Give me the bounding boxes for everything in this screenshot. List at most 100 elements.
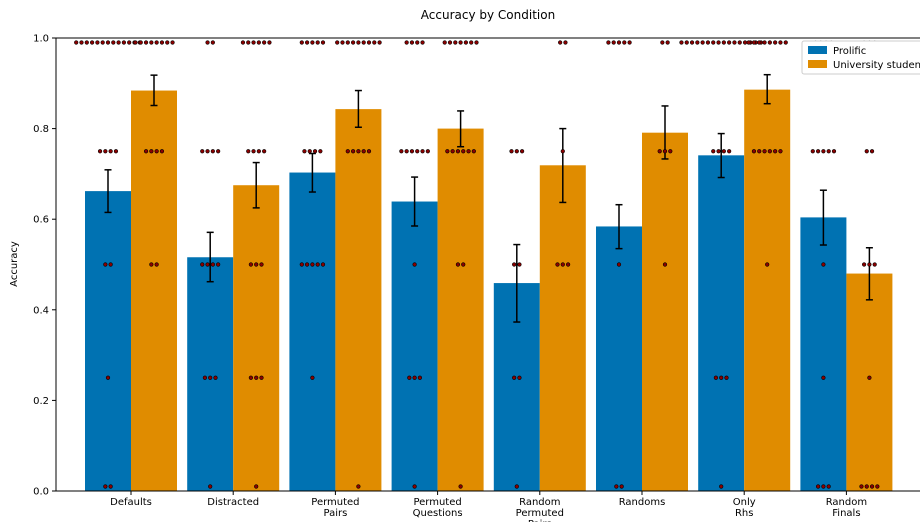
data-point-prolific-5 — [616, 40, 622, 45]
data-point-prolific-6 — [724, 375, 729, 380]
y-tick-label-2: 0.4 — [33, 305, 49, 316]
data-point-university-students-6 — [767, 149, 772, 154]
y-tick-label-0: 0.0 — [33, 487, 49, 498]
bar-university-students-1 — [233, 185, 280, 491]
data-point-university-students-7 — [867, 375, 872, 380]
data-point-prolific-0 — [74, 40, 79, 45]
data-point-prolific-2 — [320, 262, 326, 267]
data-point-university-students-1 — [259, 262, 264, 267]
data-point-prolific-6 — [711, 149, 716, 154]
x-tick-label-1: Distracted — [207, 497, 259, 508]
data-point-prolific-0 — [105, 40, 111, 45]
bar-prolific-7 — [800, 217, 847, 491]
data-point-university-students-2 — [351, 149, 356, 154]
data-point-prolific-0 — [100, 40, 105, 45]
bar-university-students-6 — [744, 89, 791, 491]
data-point-university-students-3 — [447, 40, 453, 45]
x-tick-label-5: Randoms — [619, 497, 666, 508]
data-point-university-students-5 — [668, 149, 673, 154]
data-point-prolific-1 — [210, 262, 215, 267]
chart-title: Accuracy by Condition — [421, 8, 555, 22]
data-point-prolific-0 — [84, 40, 89, 45]
data-point-university-students-6 — [778, 149, 783, 154]
data-point-prolific-6 — [727, 40, 732, 45]
data-point-prolific-2 — [315, 40, 320, 45]
data-point-university-students-1 — [254, 375, 259, 380]
data-point-university-students-2 — [377, 40, 382, 45]
data-point-prolific-3 — [409, 40, 415, 45]
data-point-prolific-3 — [407, 375, 412, 380]
legend-label-prolific: Prolific — [833, 46, 866, 57]
data-point-university-students-2 — [335, 40, 340, 45]
data-point-prolific-6 — [679, 40, 684, 45]
data-point-prolific-4 — [509, 149, 514, 154]
data-point-university-students-5 — [657, 149, 662, 154]
data-point-prolific-3 — [415, 149, 420, 154]
data-point-prolific-2 — [307, 149, 312, 154]
data-point-university-students-2 — [372, 40, 377, 45]
data-point-university-students-5 — [665, 40, 670, 45]
x-tick-label-0: Defaults — [110, 497, 152, 508]
data-point-university-students-1 — [251, 40, 256, 45]
data-point-prolific-6 — [689, 40, 695, 45]
data-point-university-students-2 — [361, 149, 366, 154]
data-point-prolific-6 — [716, 40, 721, 45]
data-point-prolific-6 — [727, 149, 732, 154]
data-point-prolific-3 — [412, 262, 417, 267]
data-point-university-students-0 — [133, 40, 138, 45]
data-point-prolific-6 — [742, 40, 748, 45]
data-point-university-students-4 — [563, 40, 568, 45]
data-point-prolific-3 — [409, 149, 415, 154]
legend-frame — [801, 40, 920, 75]
data-point-university-students-3 — [474, 40, 479, 45]
bar-prolific-2 — [289, 172, 336, 492]
bar-university-students-4 — [539, 165, 586, 492]
data-point-university-students-6 — [762, 40, 767, 45]
data-point-prolific-2 — [299, 262, 304, 267]
data-point-prolific-0 — [108, 262, 113, 267]
data-point-prolific-3 — [417, 375, 423, 380]
data-point-university-students-2 — [356, 484, 361, 489]
bar-prolific-6 — [698, 155, 745, 491]
data-point-university-students-3 — [466, 149, 471, 154]
data-point-prolific-1 — [200, 149, 205, 154]
data-point-prolific-7 — [821, 149, 826, 154]
data-point-prolific-7 — [821, 375, 826, 380]
data-point-prolific-4 — [512, 375, 517, 380]
data-point-prolific-0 — [121, 40, 126, 45]
bar-prolific-0 — [85, 191, 131, 492]
data-point-university-students-6 — [757, 40, 762, 45]
data-point-university-students-7 — [864, 149, 869, 154]
data-point-university-students-1 — [262, 40, 267, 45]
data-point-prolific-2 — [318, 149, 323, 154]
data-point-prolific-0 — [108, 149, 113, 154]
data-point-prolific-6 — [721, 40, 726, 45]
data-point-university-students-2 — [366, 149, 372, 154]
y-tick-label-1: 0.2 — [33, 396, 49, 407]
data-point-university-students-3 — [450, 149, 455, 154]
data-point-prolific-4 — [514, 484, 519, 489]
data-point-prolific-1 — [202, 375, 207, 380]
data-point-university-students-3 — [458, 40, 463, 45]
data-point-university-students-4 — [565, 262, 571, 267]
data-point-university-students-6 — [773, 40, 778, 45]
data-point-university-students-3 — [461, 149, 466, 154]
data-point-prolific-6 — [732, 40, 737, 45]
data-point-prolific-5 — [616, 262, 622, 267]
data-point-university-students-7 — [867, 262, 872, 267]
data-point-prolific-7 — [810, 149, 815, 154]
data-point-university-students-0 — [143, 149, 149, 154]
data-point-prolific-1 — [216, 149, 221, 154]
data-point-prolific-2 — [312, 149, 318, 154]
data-point-prolific-7 — [826, 484, 831, 489]
data-point-university-students-0 — [143, 40, 149, 45]
data-point-prolific-1 — [216, 262, 221, 267]
data-point-university-students-6 — [778, 40, 783, 45]
data-point-university-students-6 — [751, 40, 757, 45]
data-point-university-students-2 — [351, 40, 356, 45]
data-point-prolific-6 — [719, 484, 724, 489]
data-point-prolific-2 — [310, 40, 315, 45]
data-point-prolific-0 — [113, 149, 119, 154]
data-point-prolific-6 — [695, 40, 700, 45]
